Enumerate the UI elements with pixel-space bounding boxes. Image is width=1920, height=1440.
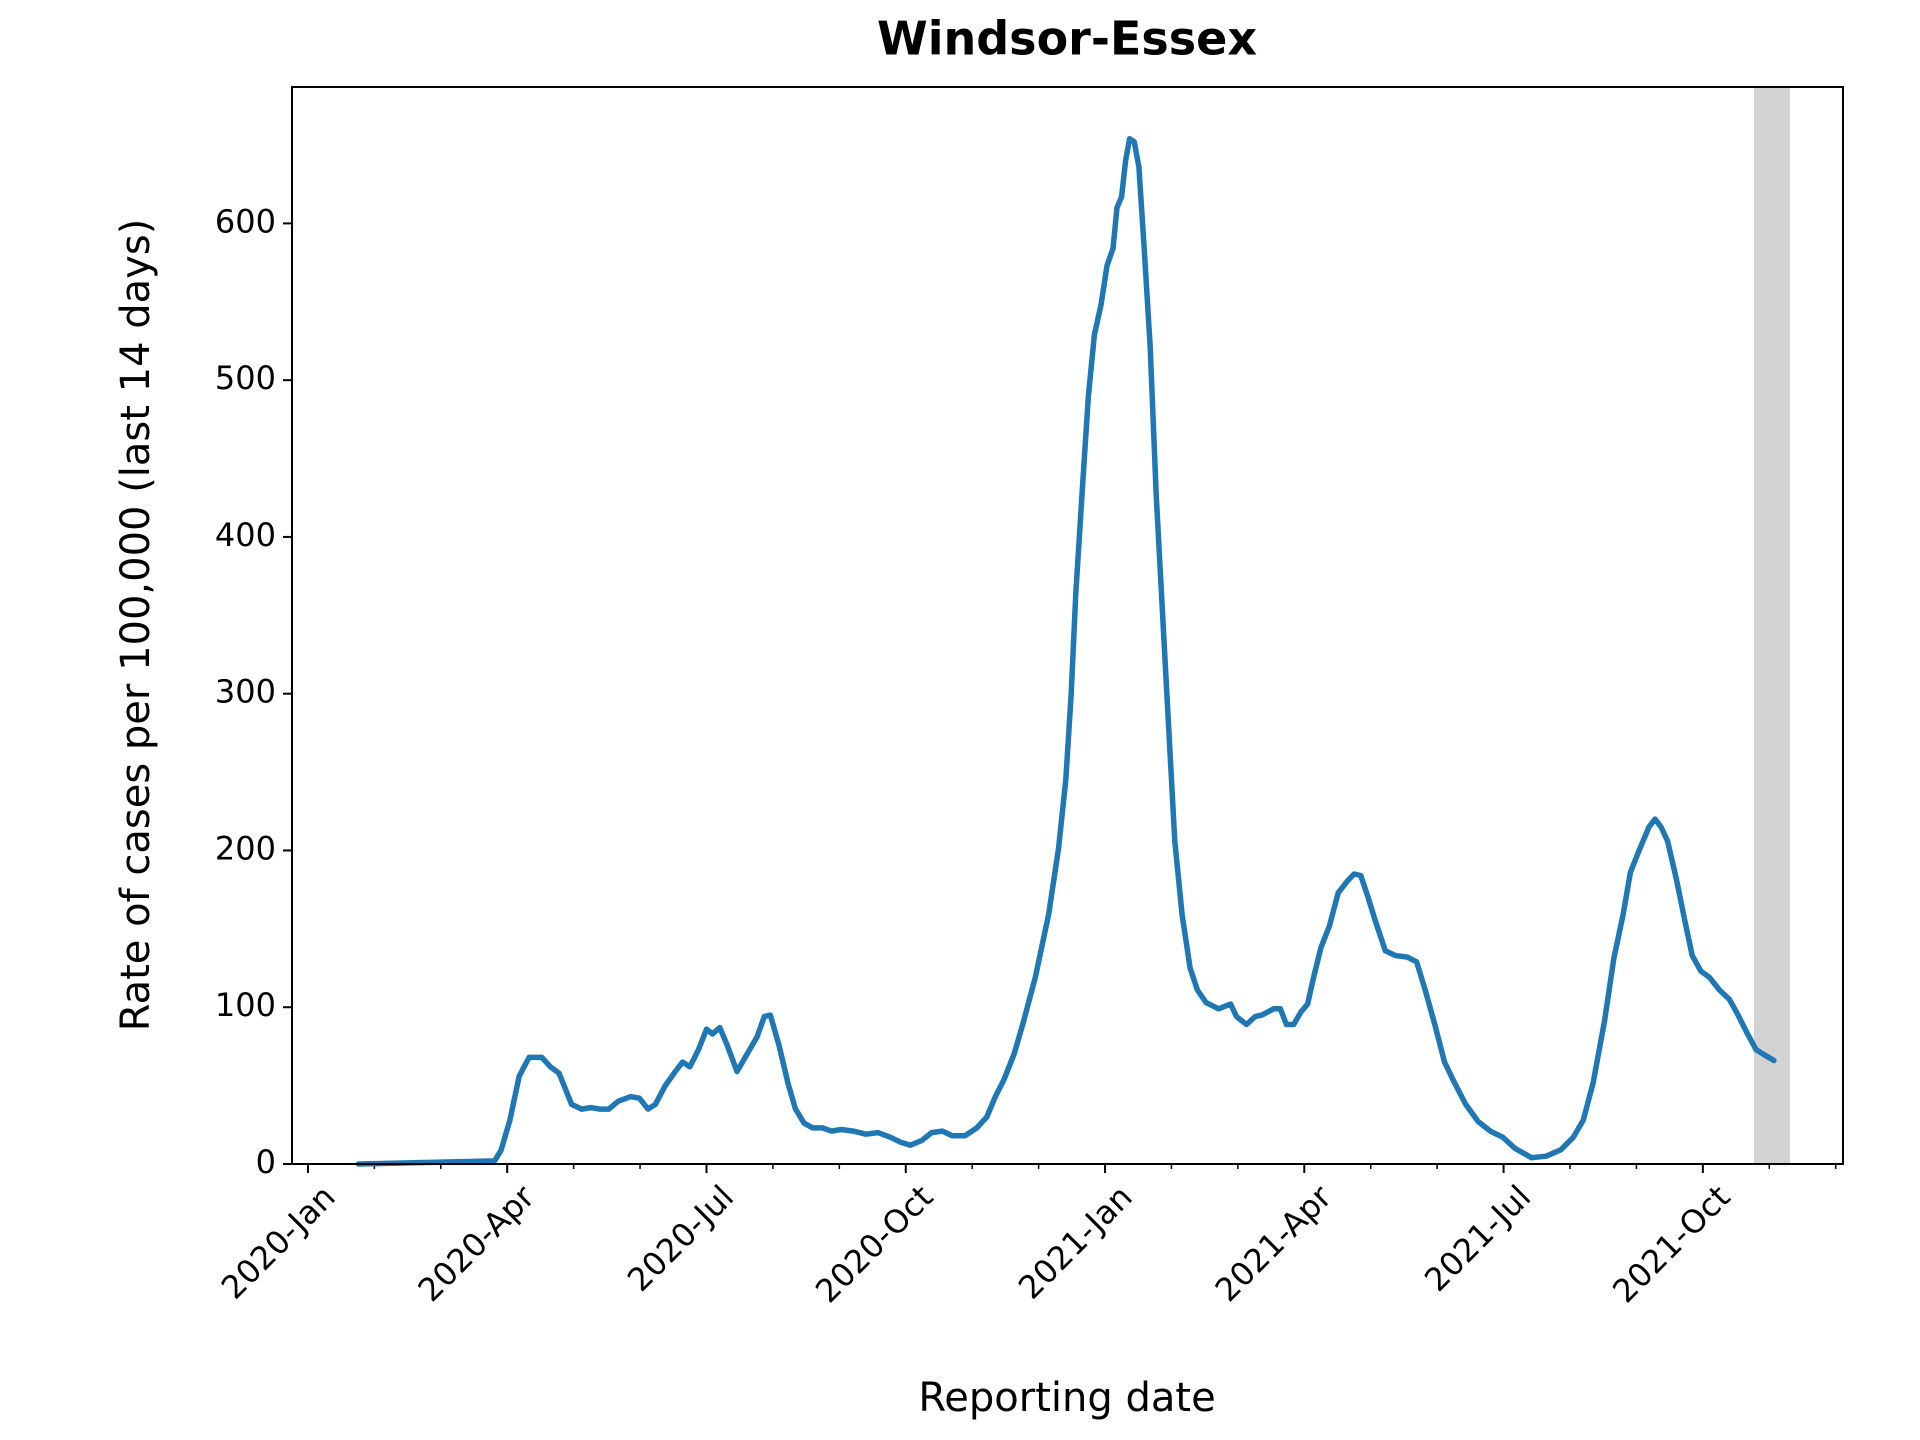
x-tick-label: 2020-Oct [808, 1178, 940, 1310]
data-line [355, 135, 1777, 1167]
x-tick-label: 2020-Jul [620, 1178, 741, 1299]
y-tick-label: 400 [215, 516, 276, 554]
x-tick-label: 2021-Oct [1605, 1178, 1737, 1310]
x-tick-label: 2021-Jan [1011, 1178, 1140, 1307]
y-tick-label: 0 [256, 1143, 276, 1181]
x-tick-label: 2021-Apr [1208, 1177, 1340, 1309]
y-tick-label: 600 [215, 202, 276, 240]
y-tick-label: 500 [215, 359, 276, 397]
x-tick-label: 2020-Apr [411, 1177, 543, 1309]
y-tick-label: 200 [215, 829, 276, 867]
y-axis-label: Rate of cases per 100,000 (last 14 days) [113, 219, 159, 1032]
x-tick-label: 2021-Jul [1417, 1178, 1538, 1299]
y-tick-label: 300 [215, 673, 276, 711]
y-tick-label: 100 [215, 986, 276, 1024]
highlight-span [1753, 87, 1790, 1164]
x-tick-label: 2020-Jan [214, 1178, 343, 1307]
chart-title: Windsor-Essex [877, 12, 1257, 66]
plot-frame [291, 86, 1844, 1165]
x-axis-label: Reporting date [918, 1375, 1215, 1421]
